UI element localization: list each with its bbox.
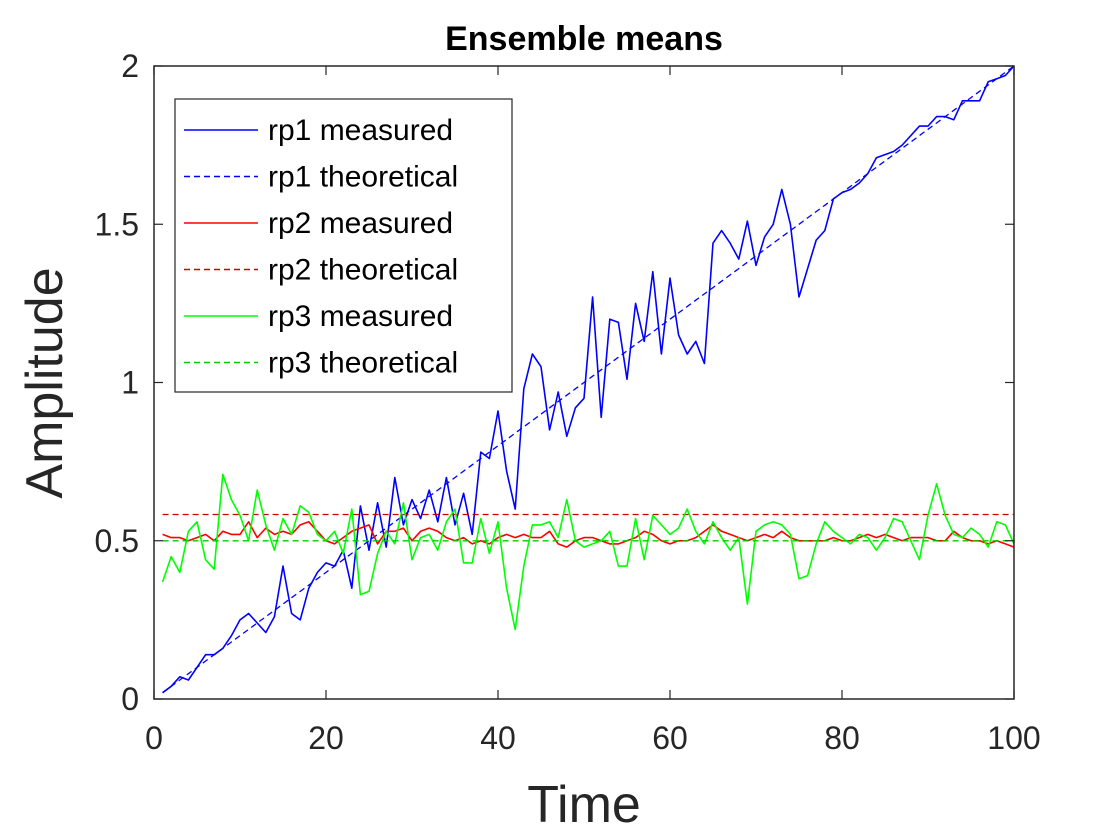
y-tick-label-2: 1 [121,365,139,401]
series-line-1 [162,65,1015,694]
x-axis-label: Time [527,776,641,834]
y-axis-label: Amplitude [16,267,74,498]
legend-label-5: rp3 theoretical [268,347,458,380]
series-line-2 [162,520,1015,548]
legend-label-0: rp1 measured [268,114,453,147]
legend: rp1 measured rp1 theoretical rp2 measured r… [174,98,513,393]
y-tick-label-0: 0 [121,681,139,717]
y-tick-label-1: 0.5 [95,523,139,559]
legend-label-3: rp2 theoretical [268,254,458,287]
x-tick-label-5: 100 [987,720,1040,756]
x-tick-label-1: 20 [308,720,344,756]
y-tick-label-3: 1.5 [95,206,139,242]
x-tick-label-2: 40 [480,720,516,756]
legend-label-1: rp1 theoretical [268,161,458,194]
series-layer [161,65,1015,694]
x-tick-label-4: 80 [824,720,860,756]
series-line-0 [162,65,1015,694]
legend-box [174,98,513,393]
series-line-4 [161,473,1015,631]
legend-label-2: rp2 measured [268,207,453,240]
ticks-layer: 0 20 40 60 80 100 0 0.5 1 1.5 2 [95,48,1041,756]
legend-label-4: rp3 measured [268,300,453,333]
x-tick-label-0: 0 [145,720,163,756]
chart-title: Ensemble means [445,20,723,58]
y-tick-label-4: 2 [121,48,139,84]
x-tick-label-3: 60 [652,720,688,756]
